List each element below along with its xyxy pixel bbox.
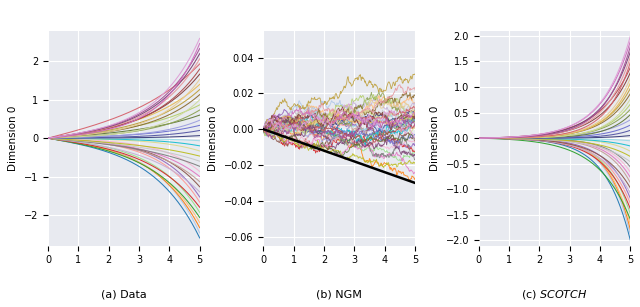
Title: (c) $\mathit{SCOTCH}$: (c) $\mathit{SCOTCH}$ [522, 288, 588, 301]
Title: (b) NGM: (b) NGM [316, 289, 362, 299]
Title: (a) Data: (a) Data [101, 289, 147, 299]
Y-axis label: Dimension 0: Dimension 0 [209, 106, 218, 171]
Y-axis label: Dimension 0: Dimension 0 [430, 106, 440, 171]
Y-axis label: Dimension 0: Dimension 0 [8, 106, 19, 171]
